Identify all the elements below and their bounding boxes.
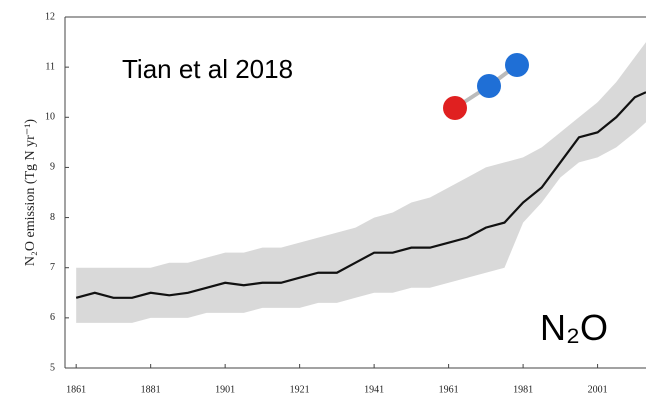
x-tick-label: 1901 xyxy=(215,384,235,395)
y-tick-label: 9 xyxy=(50,162,55,173)
y-tick-label: 7 xyxy=(50,262,55,273)
y-tick-label: 5 xyxy=(50,362,55,373)
annotation: N₂O xyxy=(540,307,608,348)
y-tick-label: 10 xyxy=(45,112,55,123)
plot: 5 6 7 8 9 10 11 12 1861 1881 1901 1921 1941 1961 1981 2… xyxy=(23,11,646,395)
molecule-icon xyxy=(443,53,529,120)
chart: 5 6 7 8 9 10 11 12 1861 1881 1901 1921 1941 1961 1981 2… xyxy=(0,0,646,401)
y-tick-label: 8 xyxy=(50,212,55,223)
x-tick-label: 1941 xyxy=(364,384,384,395)
x-tick-label: 1981 xyxy=(513,384,533,395)
x-tick-label: 1881 xyxy=(141,384,161,395)
y-tick-label: 11 xyxy=(45,61,55,72)
y-axis-label: N₂O emission (Tg N yr⁻¹) xyxy=(23,119,38,266)
x-tick-label: 1861 xyxy=(66,384,86,395)
uncertainty-band xyxy=(76,42,646,323)
x-tick-label: 2001 xyxy=(588,384,608,395)
y-tick-label: 12 xyxy=(45,11,55,22)
y-tick-label: 6 xyxy=(50,312,55,323)
annotation: Tian et al 2018 xyxy=(122,54,293,84)
x-tick-label: 1961 xyxy=(439,384,459,395)
x-tick-label: 1921 xyxy=(290,384,310,395)
